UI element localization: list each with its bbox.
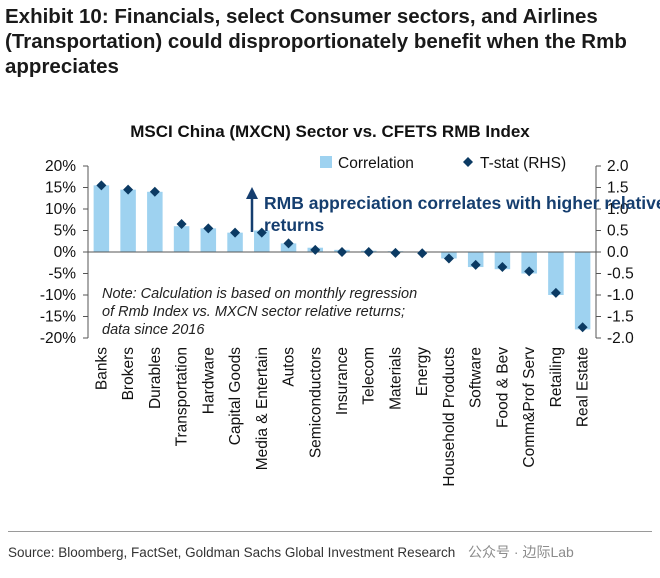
correlation-bar [521,252,537,274]
right-axis-tick-label: -1.0 [607,287,634,304]
left-axis-tick-label: -20% [40,330,76,347]
left-axis-tick-label: 10% [45,201,76,218]
correlation-bar [494,252,511,270]
tstat-marker [390,247,401,258]
tstat-marker [230,227,241,238]
correlation-bar [467,252,484,268]
category-label: Software [468,347,485,408]
source-divider [8,531,652,532]
right-axis-tick-label: 1.0 [607,201,629,218]
annotation-text-line2: returns [264,215,325,235]
right-axis-tick-label: 2.0 [607,158,629,175]
correlation-bar [173,226,190,252]
tstat-marker [283,238,294,249]
category-label: Telecom [361,347,378,405]
category-label: Household Products [441,347,458,487]
legend-tstat-label: T-stat (RHS) [480,155,566,172]
category-label: Materials [387,347,404,410]
correlation-bar [147,191,163,252]
category-label: Insurance [334,347,351,415]
chart-note-line: Note: Calculation is based on monthly re… [102,286,417,302]
category-label: Media & Entertain [254,347,271,470]
tstat-marker [550,287,561,298]
tstat-marker [176,219,187,230]
left-axis-tick-label: -10% [40,287,76,304]
tstat-marker [470,259,481,270]
legend-tstat-marker [463,157,473,167]
tstat-marker [417,248,428,259]
tstat-marker [310,244,321,255]
correlation-bar [548,252,564,295]
tstat-marker [123,184,134,195]
correlation-bar [227,232,243,252]
category-label: Banks [93,347,110,390]
left-axis-tick-label: -5% [48,266,76,283]
category-label: Autos [281,347,298,387]
chart-note-line: data since 2016 [102,322,205,338]
tstat-marker [203,223,214,234]
legend-correlation-swatch [320,156,332,168]
tstat-marker [577,322,588,333]
left-axis-tick-label: -15% [40,309,76,326]
category-label: Capital Goods [227,347,244,445]
chart-title: MSCI China (MXCN) Sector vs. CFETS RMB I… [130,122,530,141]
source-note: Source: Bloomberg, FactSet, Goldman Sach… [8,545,456,560]
tstat-marker [363,247,374,257]
category-label: Real Estate [575,347,592,427]
right-axis-tick-label: -2.0 [607,330,634,347]
category-label: Transportation [174,347,191,446]
right-axis-tick-label: 0.0 [607,244,629,261]
correlation-bar [574,252,591,330]
category-label: Semiconductors [307,347,324,458]
watermark: 公众号 · 边际Lab [468,544,574,560]
category-label: Energy [414,347,431,396]
tstat-marker [524,266,535,277]
category-label: Brokers [120,347,137,401]
left-axis-tick-label: 20% [45,158,76,175]
category-label: Durables [147,347,164,409]
tstat-marker [96,180,107,191]
left-axis-tick-label: 5% [54,223,77,240]
tstat-marker [149,186,160,197]
exhibit-title: Exhibit 10: Financials, select Consumer … [5,5,627,78]
category-label: Hardware [200,347,217,414]
chart-note-line: of Rmb Index vs. MXCN sector relative re… [102,304,405,320]
correlation-bar [254,230,270,252]
tstat-marker [256,227,267,238]
correlation-bar [93,185,110,252]
right-axis-tick-label: 0.5 [607,223,629,240]
left-axis-tick-label: 15% [45,180,76,197]
category-label: Comm&Prof Serv [521,347,538,468]
category-label: Retailing [548,347,565,407]
sector-correlation-chart: 20% 2.0 15% 1.5 10% 1.0 5% 0.5 0% 0.0 -5% -0.5 -10% -… [40,155,660,487]
right-axis-tick-label: -1.5 [607,309,634,326]
right-axis-tick-label: 1.5 [607,180,629,197]
tstat-marker [337,247,347,257]
left-axis-tick-label: 0% [54,244,77,261]
category-label: Food & Bev [494,347,511,428]
tstat-marker [443,253,454,264]
annotation-text-line1: RMB appreciation correlates with higher … [264,193,660,213]
tstat-marker [497,262,508,273]
correlation-bar [200,228,217,252]
legend-correlation-label: Correlation [338,155,414,172]
right-axis-tick-label: -0.5 [607,266,634,283]
annotation-arrow-head [246,187,258,199]
correlation-bar [120,189,136,252]
